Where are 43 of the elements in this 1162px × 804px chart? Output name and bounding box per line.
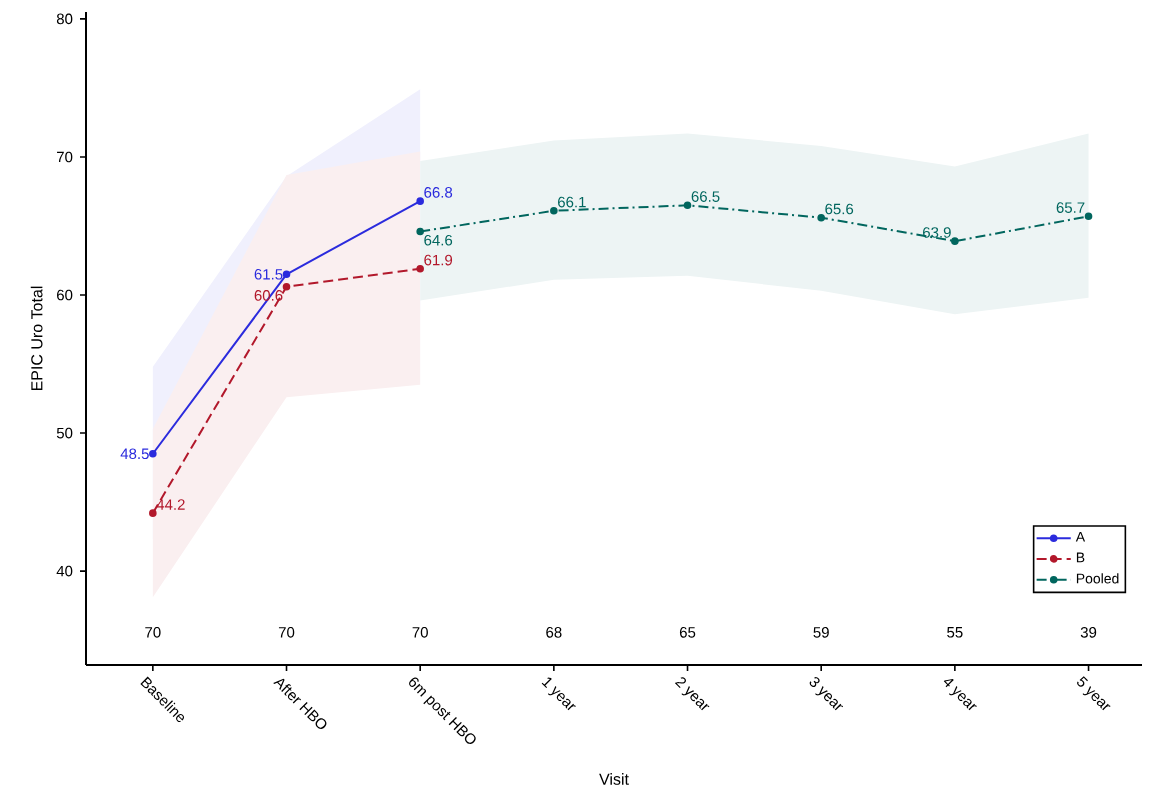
annotation: 65	[679, 627, 696, 638]
data-label: 66.1	[558, 196, 586, 208]
annotation: 70	[278, 627, 295, 638]
point	[683, 201, 692, 210]
y-tick-label: 40	[56, 565, 73, 577]
annotation: 55	[947, 627, 963, 638]
point	[416, 227, 424, 236]
x-tick-label: 1 year	[541, 677, 576, 711]
x-axis-title: Visit	[599, 773, 629, 785]
annotation: 39	[1080, 627, 1097, 638]
point	[416, 197, 424, 205]
point	[1084, 212, 1093, 221]
y-tick-label: 50	[56, 427, 73, 439]
data-label: 44.2	[156, 499, 185, 510]
data-label: 65.6	[825, 203, 854, 215]
point	[282, 282, 291, 291]
data-label: 66.8	[424, 187, 453, 198]
annotation: 68	[546, 627, 562, 638]
point	[149, 449, 157, 458]
legend-label: B	[1076, 552, 1085, 563]
annotation: 70	[412, 627, 428, 638]
point	[550, 206, 558, 215]
y-tick-label: 80	[56, 13, 73, 25]
data-label: 61.5	[254, 268, 283, 280]
data-label: 65.7	[1056, 202, 1085, 213]
x-tick-label: 4 year	[943, 678, 977, 711]
point	[149, 509, 157, 517]
legend-label: A	[1075, 531, 1086, 542]
y-axis-title: EPIC Uro Total	[30, 286, 43, 391]
point	[416, 264, 424, 273]
data-label: 66.5	[691, 191, 720, 202]
y-tick-label: 70	[57, 151, 73, 163]
x-tick-label: 2 year	[674, 677, 710, 711]
y-tick-label: 60	[57, 289, 73, 301]
annotation: 59	[813, 627, 829, 638]
data-label: 61.9	[424, 254, 453, 266]
point	[951, 237, 959, 245]
data-label: 63.9	[923, 227, 951, 238]
point	[817, 213, 825, 222]
data-label: 48.5	[120, 448, 149, 460]
legend-label: Pooled	[1076, 573, 1119, 584]
data-label: 64.6	[424, 234, 453, 246]
annotation: 70	[145, 627, 161, 638]
